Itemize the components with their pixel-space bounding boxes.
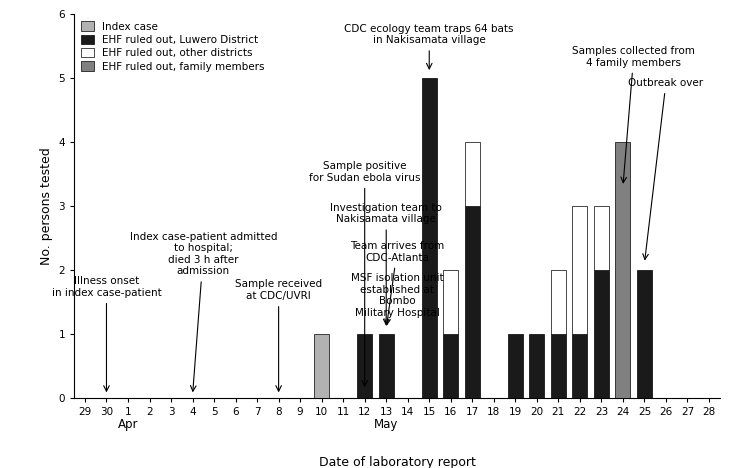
Legend: Index case, EHF ruled out, Luwero District, EHF ruled out, other districts, EHF : Index case, EHF ruled out, Luwero Distri… xyxy=(79,19,267,73)
Bar xyxy=(637,270,652,398)
Text: Investigation team to
Nakisamata village: Investigation team to Nakisamata village xyxy=(330,203,442,325)
Bar xyxy=(572,206,588,334)
Text: CDC ecology team traps 64 bats
in Nakisamata village: CDC ecology team traps 64 bats in Nakisa… xyxy=(344,23,514,69)
Bar xyxy=(443,334,459,398)
Text: Outbreak over: Outbreak over xyxy=(628,78,703,259)
Text: Index case-patient admitted
to hospital;
died 3 h after
admission: Index case-patient admitted to hospital;… xyxy=(130,232,277,391)
Bar xyxy=(508,334,523,398)
Text: MSF isolation unit
established at
Bombo
Military Hospital: MSF isolation unit established at Bombo … xyxy=(351,273,443,318)
Text: Apr: Apr xyxy=(118,418,138,431)
Bar xyxy=(378,334,394,398)
Bar xyxy=(594,206,609,270)
Text: Sample positive
for Sudan ebola virus: Sample positive for Sudan ebola virus xyxy=(309,161,421,386)
Bar xyxy=(357,334,372,398)
Bar xyxy=(594,270,609,398)
Text: Team arrives from
CDC-Atlanta: Team arrives from CDC-Atlanta xyxy=(349,241,444,325)
Bar xyxy=(529,334,545,398)
Text: Sample received
at CDC/UVRI: Sample received at CDC/UVRI xyxy=(235,279,322,391)
Bar xyxy=(464,142,480,206)
Bar xyxy=(421,78,437,398)
Text: Illness onset
in index case-patient: Illness onset in index case-patient xyxy=(52,276,161,391)
Bar xyxy=(615,142,631,398)
X-axis label: Date of laboratory report: Date of laboratory report xyxy=(318,456,476,468)
Bar xyxy=(443,270,459,334)
Text: May: May xyxy=(374,418,398,431)
Bar xyxy=(572,334,588,398)
Bar xyxy=(551,270,566,334)
Bar xyxy=(464,206,480,398)
Bar xyxy=(314,334,329,398)
Y-axis label: No. persons tested: No. persons tested xyxy=(40,147,53,265)
Bar xyxy=(551,334,566,398)
Text: Samples collected from
4 family members: Samples collected from 4 family members xyxy=(572,46,695,183)
